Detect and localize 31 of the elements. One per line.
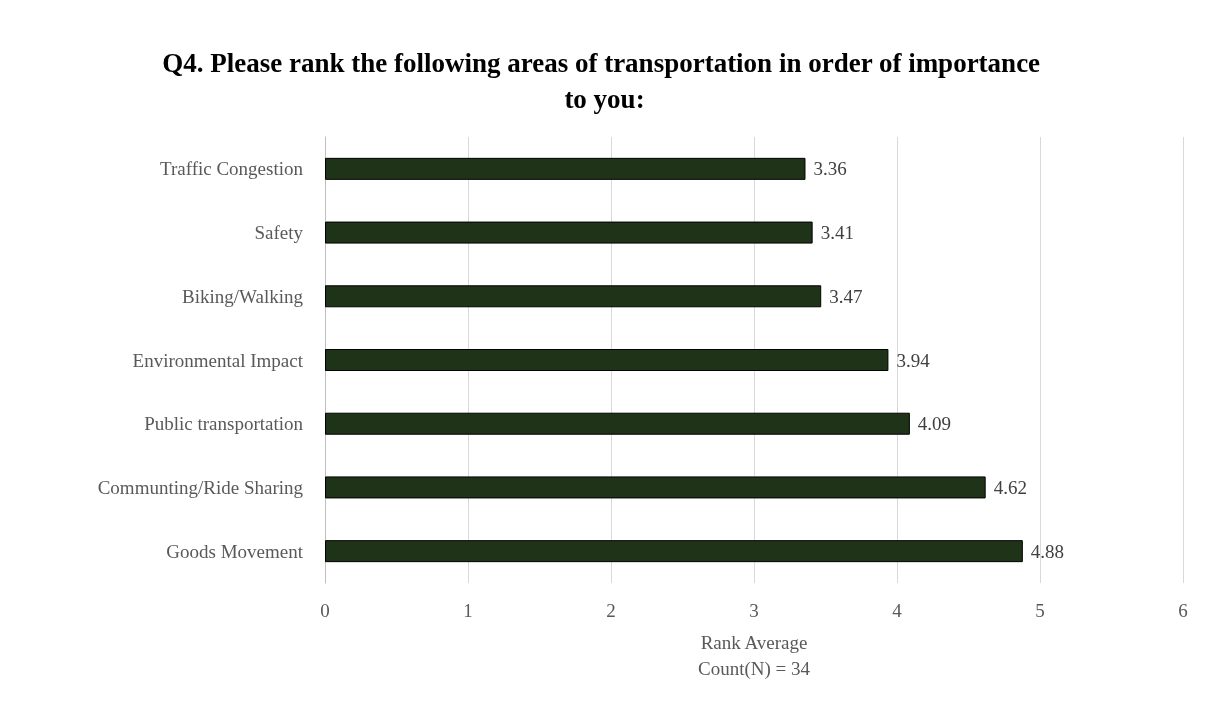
data-label: 3.47 xyxy=(829,285,863,307)
data-label: 3.41 xyxy=(820,222,854,244)
y-tick-label: Biking/Walking xyxy=(182,285,304,307)
bar xyxy=(325,349,889,371)
bar xyxy=(325,412,910,435)
data-label: 3.36 xyxy=(813,158,847,180)
x-tick-label: 6 xyxy=(1178,600,1188,621)
bar xyxy=(325,157,806,180)
y-tick-label: Safety xyxy=(254,222,304,244)
y-tick-label: Communting/Ride Sharing xyxy=(97,476,304,498)
y-tick-label: Public transportation xyxy=(144,413,304,435)
bar xyxy=(325,221,813,244)
data-label: 4.09 xyxy=(917,413,952,435)
bar xyxy=(325,285,822,308)
x-tick-label: 4 xyxy=(892,600,903,621)
data-label: 4.88 xyxy=(1030,540,1065,562)
y-tick-label: Traffic Congestion xyxy=(159,158,304,180)
x-tick-label: 5 xyxy=(1035,600,1045,621)
x-tick-label: 2 xyxy=(606,600,616,621)
bar xyxy=(325,540,1023,563)
y-tick-label: Environmental Impact xyxy=(132,349,304,371)
x-tick-label: 3 xyxy=(749,600,759,621)
data-label: 4.62 xyxy=(993,476,1027,498)
x-tick-label: 1 xyxy=(463,600,473,621)
data-label: 3.94 xyxy=(896,349,931,371)
text: Count(N) = 34 xyxy=(697,657,811,680)
x-tick-label: 0 xyxy=(320,600,330,621)
y-tick-label: Goods Movement xyxy=(166,540,304,562)
chart-title: Q4. Please rank the following areas of transportation in order of importance to you: xyxy=(162,48,1047,114)
bar xyxy=(325,476,986,499)
x-axis-title: Rank Average xyxy=(700,631,808,653)
